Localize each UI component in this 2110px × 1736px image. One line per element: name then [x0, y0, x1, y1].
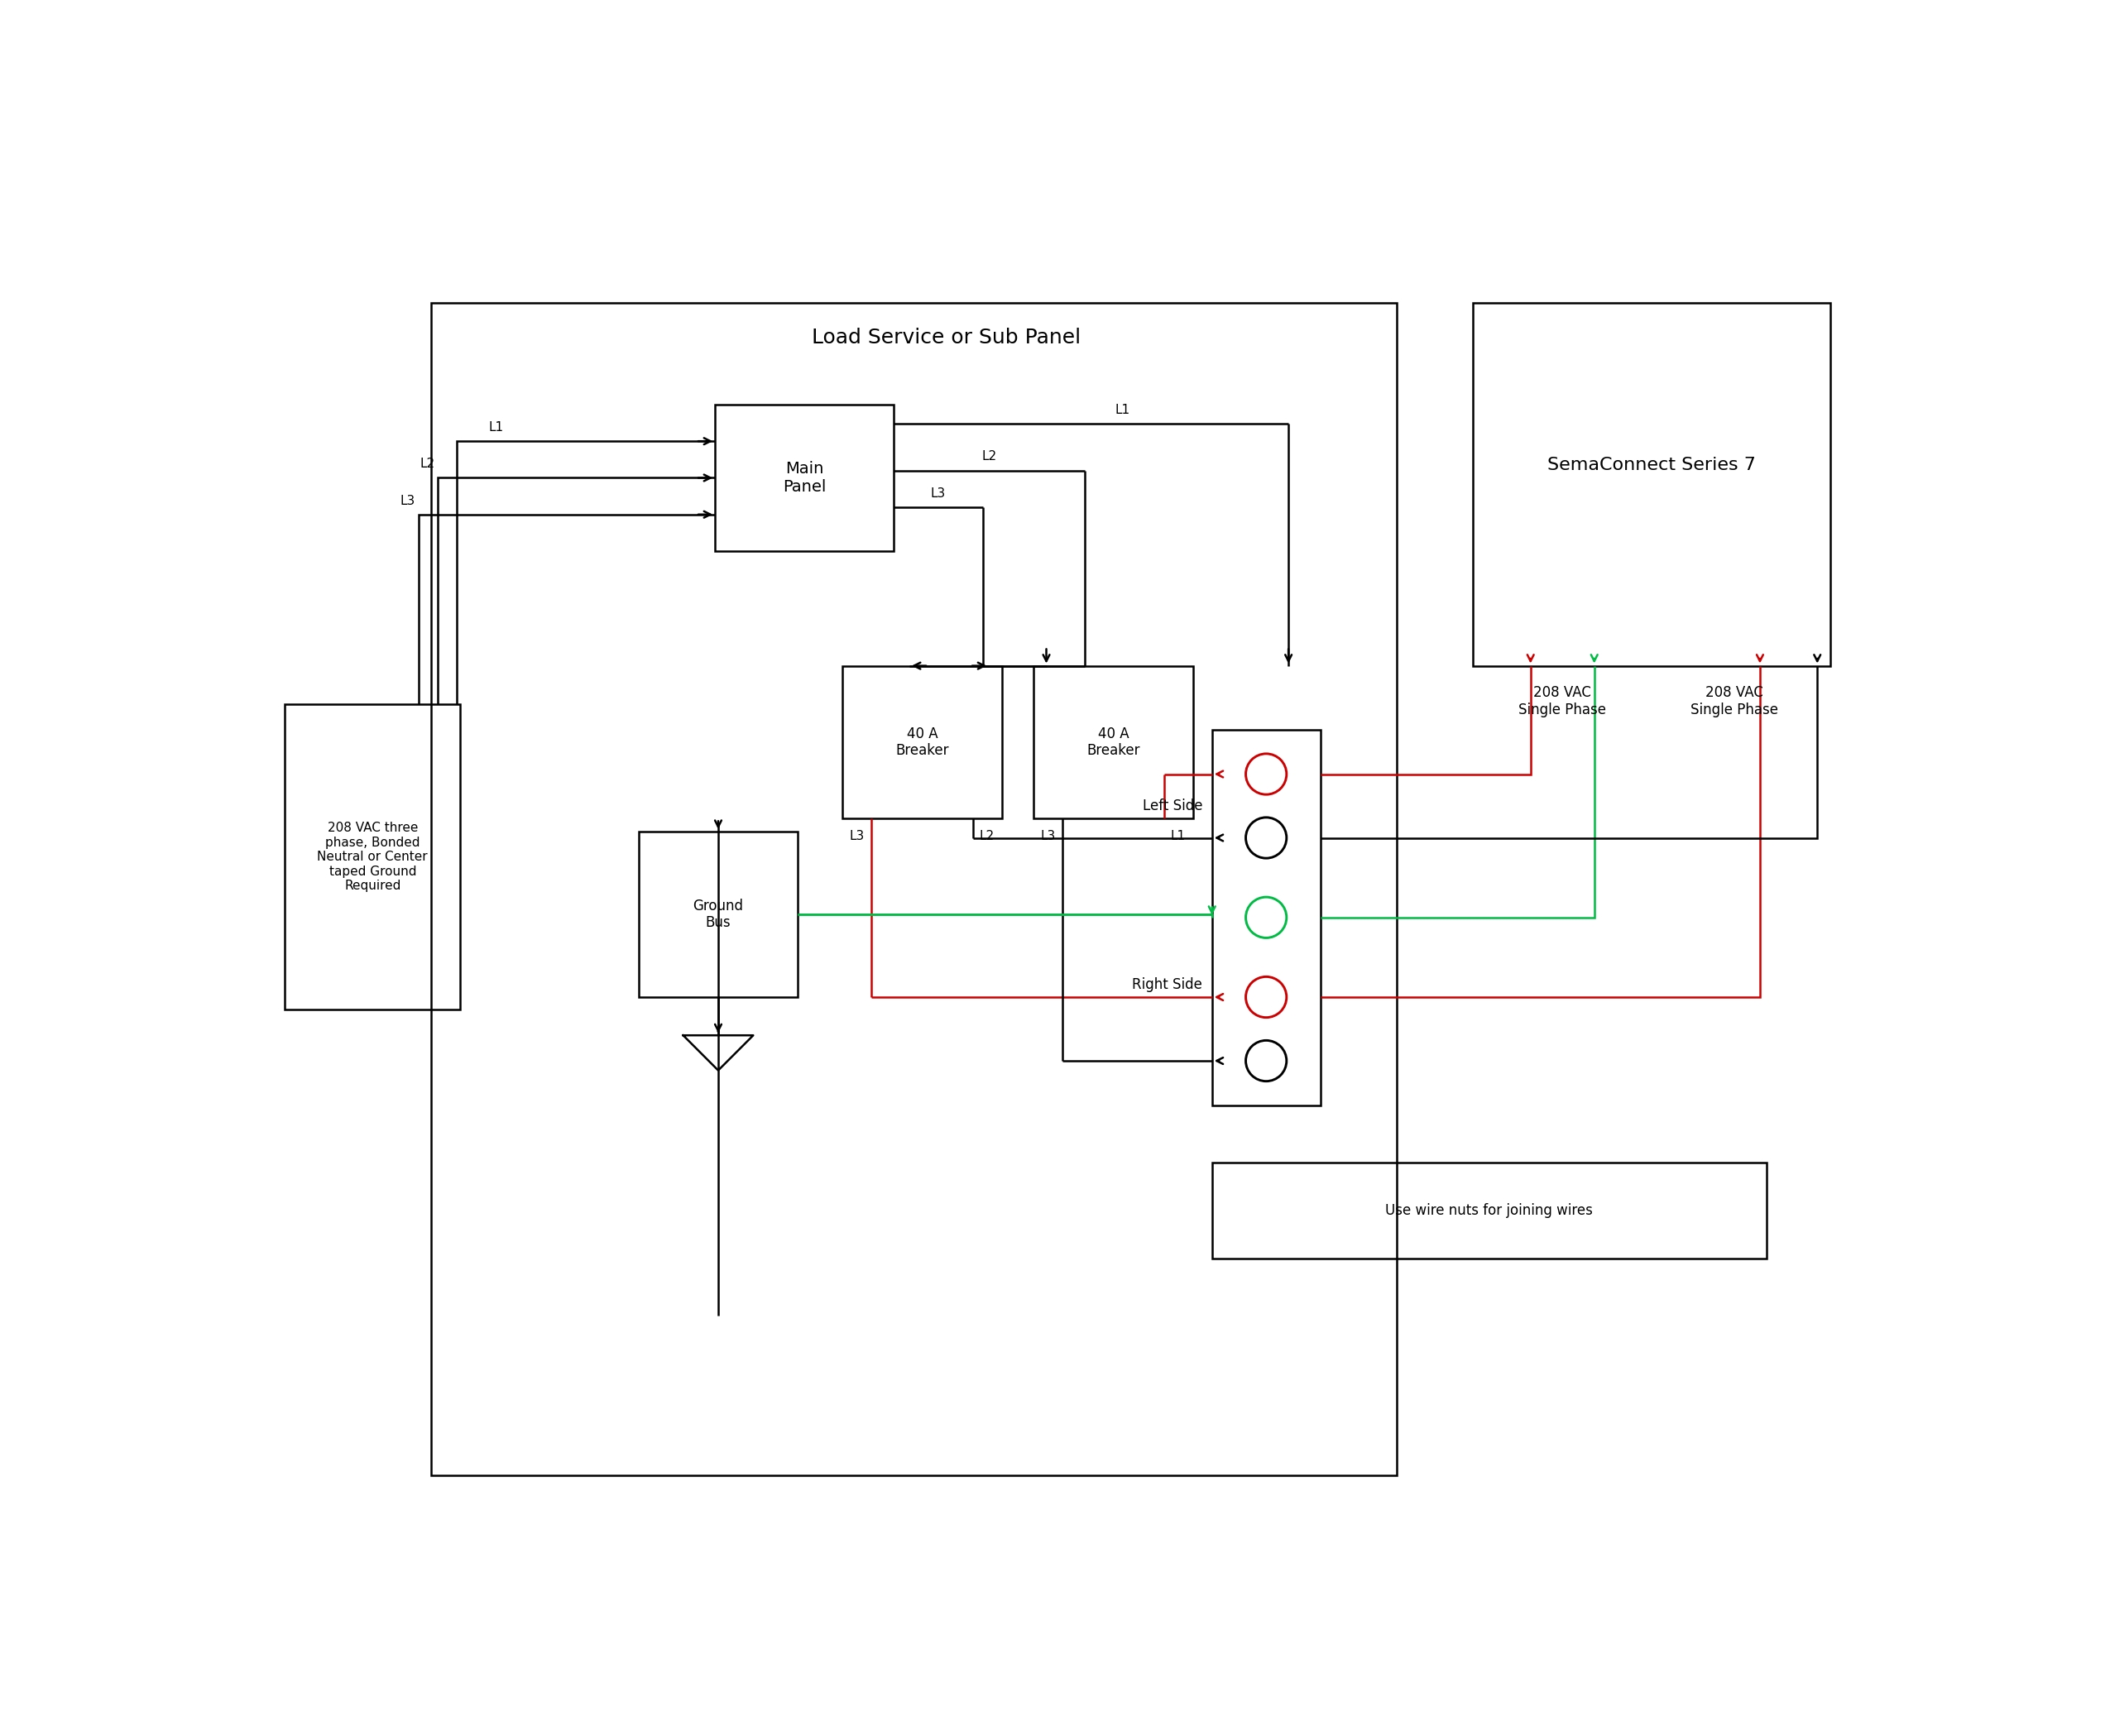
Bar — [1034, 667, 1192, 819]
Bar — [842, 667, 1002, 819]
Text: L3: L3 — [850, 830, 865, 842]
Text: L1: L1 — [1116, 403, 1131, 417]
Text: 208 VAC
Single Phase: 208 VAC Single Phase — [1690, 686, 1779, 717]
Text: L1: L1 — [490, 422, 504, 434]
Text: 40 A
Breaker: 40 A Breaker — [895, 726, 949, 759]
Bar — [430, 302, 1397, 1476]
Bar — [285, 705, 460, 1010]
Text: Right Side: Right Side — [1133, 977, 1203, 991]
Text: Ground
Bus: Ground Bus — [692, 898, 743, 930]
Text: Use wire nuts for joining wires: Use wire nuts for joining wires — [1386, 1203, 1593, 1219]
Text: Left Side: Left Side — [1142, 799, 1203, 814]
Text: L2: L2 — [979, 830, 994, 842]
Bar — [639, 832, 798, 996]
Text: L1: L1 — [1171, 830, 1186, 842]
Bar — [1473, 302, 1829, 667]
Text: L3: L3 — [401, 495, 416, 507]
Text: L2: L2 — [981, 450, 996, 464]
Text: SemaConnect Series 7: SemaConnect Series 7 — [1547, 457, 1756, 474]
Bar — [1211, 1163, 1766, 1259]
Text: L3: L3 — [931, 488, 945, 500]
Text: 208 VAC
Single Phase: 208 VAC Single Phase — [1519, 686, 1606, 717]
Text: 208 VAC three
phase, Bonded
Neutral or Center
taped Ground
Required: 208 VAC three phase, Bonded Neutral or C… — [316, 821, 428, 892]
Text: Main
Panel: Main Panel — [783, 460, 825, 495]
Bar — [715, 404, 893, 550]
Text: L3: L3 — [1040, 830, 1055, 842]
Text: L2: L2 — [420, 458, 435, 470]
Text: 40 A
Breaker: 40 A Breaker — [1087, 726, 1139, 759]
Text: Load Service or Sub Panel: Load Service or Sub Panel — [812, 328, 1080, 347]
Bar — [1211, 729, 1321, 1106]
